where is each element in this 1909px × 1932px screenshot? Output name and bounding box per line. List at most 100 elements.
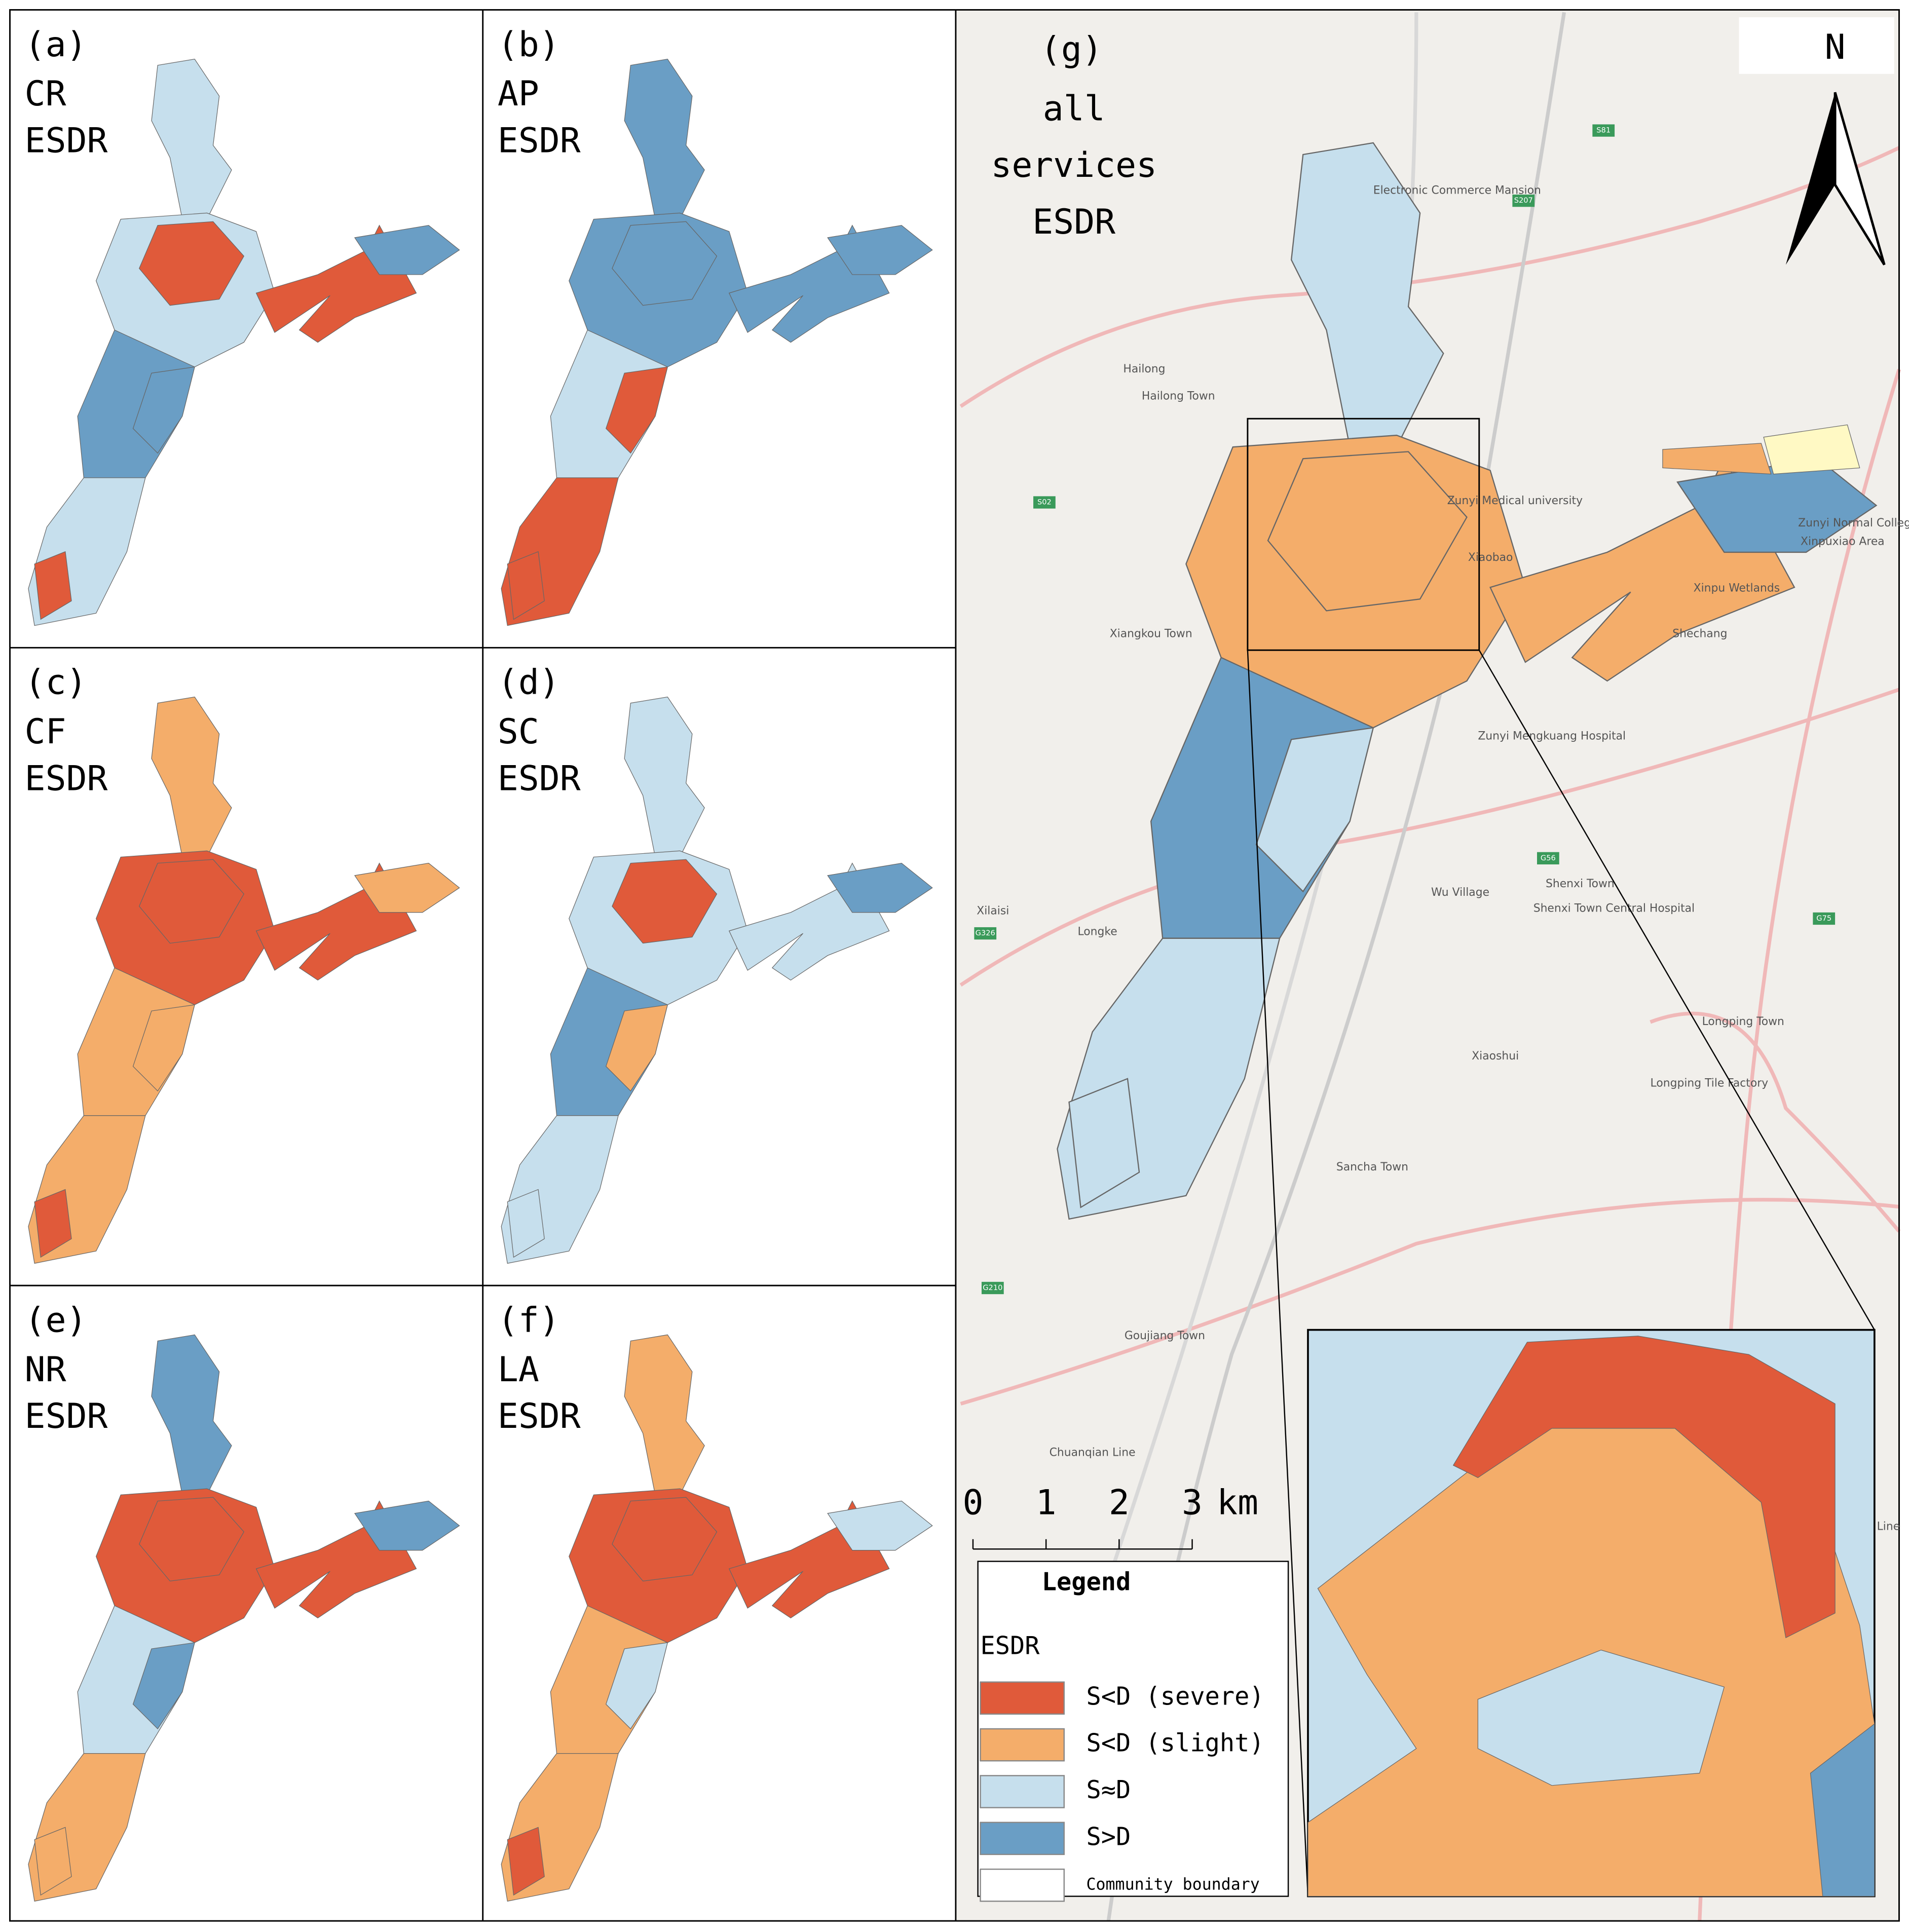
road-sign-label: G210: [983, 1283, 1002, 1292]
community-region: [1662, 443, 1772, 475]
community-region: [132, 366, 195, 454]
zoom-line: [1478, 650, 1875, 1331]
scale-label: 3: [1182, 1483, 1203, 1523]
road-sign-label: G326: [976, 929, 995, 937]
community-region: [132, 1642, 195, 1729]
inset-region: [1477, 1649, 1725, 1786]
community-region: [612, 859, 718, 944]
community-region: [612, 1497, 718, 1582]
scale-label: 2: [1109, 1483, 1130, 1523]
panel-label: ESDR: [498, 121, 581, 161]
legend-label: S<D (severe): [1087, 1682, 1264, 1711]
panel-label: NR: [25, 1350, 66, 1390]
panel-tag: (c): [25, 663, 87, 703]
scale-label: 1: [1036, 1483, 1057, 1523]
community-region: [624, 1334, 705, 1495]
legend-swatch: [980, 1868, 1065, 1902]
panel-label: ESDR: [25, 759, 108, 799]
place-label: Zunyi Normal College: [1798, 517, 1909, 529]
panel-label: ESDR: [498, 759, 581, 799]
community-region: [138, 221, 245, 306]
north-arrow: [1785, 92, 1836, 265]
place-label: Longping Town: [1702, 1015, 1784, 1028]
road-sign: [981, 1281, 1004, 1295]
place-label: Zunyi Mengkuang Hospital: [1478, 730, 1626, 742]
place-label: Xiangkou Town: [1110, 628, 1192, 640]
community-region: [624, 696, 705, 858]
panel-map: (f) LA ESDR: [498, 1301, 933, 1902]
panel-tag: (b): [498, 25, 560, 65]
road-sign-label: S81: [1596, 126, 1611, 135]
community-region: [827, 862, 933, 913]
community-region: [507, 551, 545, 620]
legend-swatch: [980, 1681, 1065, 1715]
community-region: [827, 225, 933, 275]
scale-label: 0: [962, 1483, 983, 1523]
community-region: [34, 1827, 72, 1896]
scale-unit: km: [1217, 1483, 1258, 1523]
community-region: [624, 58, 705, 220]
legend-title: Legend: [1042, 1568, 1131, 1596]
community-region: [606, 1642, 668, 1729]
community-region: [138, 859, 245, 944]
panel-label: all: [1043, 89, 1105, 129]
panel-label: SC: [498, 712, 539, 752]
panel-map: (c) CF ESDR: [25, 663, 460, 1264]
panel-label: ESDR: [1032, 202, 1115, 242]
north-arrow: [1833, 92, 1886, 266]
place-label: Shenxi Town Central Hospital: [1533, 902, 1695, 915]
legend-swatch: [980, 1728, 1065, 1762]
panel-label: ESDR: [25, 1396, 108, 1436]
legend-label: S≈D: [1087, 1776, 1131, 1804]
place-label: Xilaisi: [977, 904, 1009, 917]
north-label: N: [1825, 27, 1846, 67]
panel-label: LA: [498, 1350, 539, 1390]
community-region: [606, 1004, 668, 1092]
community-region: [1763, 424, 1860, 475]
road-sign: [974, 927, 997, 940]
place-label: Xiaobao: [1468, 551, 1513, 564]
main-map: [1057, 142, 1878, 1220]
community-region: [1255, 727, 1374, 893]
zoom-line: [1247, 650, 1309, 1897]
community-region: [606, 366, 668, 454]
legend-subtitle: ESDR: [981, 1632, 1040, 1660]
place-label: Sancha Town: [1336, 1161, 1408, 1173]
panel-label: ESDR: [25, 121, 108, 161]
panel-tag: (g): [1040, 30, 1103, 70]
community-region: [612, 221, 718, 306]
panel-map: (d) SC ESDR: [498, 663, 933, 1264]
community-region: [354, 862, 460, 913]
community-region: [34, 551, 72, 620]
community-region: [354, 1500, 460, 1551]
place-label: Xiaoshui: [1472, 1050, 1519, 1063]
legend-label: Community boundary: [1087, 1876, 1260, 1894]
road-sign-label: S02: [1037, 498, 1052, 507]
community-region: [827, 1500, 933, 1551]
road-sign: [1512, 194, 1535, 207]
community-region: [507, 1827, 545, 1896]
panel-label: AP: [498, 74, 539, 114]
place-label: Shechang: [1672, 628, 1727, 640]
panel-tag: (a): [25, 25, 87, 65]
road-sign-label: G75: [1816, 914, 1831, 923]
place-label: Shenxi Town: [1546, 878, 1615, 890]
panel-tag: (d): [498, 663, 560, 703]
legend-swatch: [980, 1822, 1065, 1855]
panel-tag: (f): [498, 1301, 560, 1341]
panel-map: (a) CR ESDR: [25, 25, 460, 626]
community-region: [151, 58, 232, 220]
community-region: [1068, 1078, 1140, 1208]
panel-tag: (e): [25, 1301, 87, 1341]
community-region: [354, 225, 460, 275]
community-region: [1267, 451, 1468, 612]
road-sign: [1813, 912, 1836, 925]
place-label: Xinpu Wetlands: [1694, 582, 1780, 595]
road-sign: [1592, 124, 1615, 137]
panel-label: CR: [25, 74, 66, 114]
community-region: [138, 1497, 245, 1582]
place-label: Zunyi Medical university: [1447, 495, 1583, 507]
community-region: [1290, 142, 1444, 448]
legend-swatch: [980, 1775, 1065, 1808]
